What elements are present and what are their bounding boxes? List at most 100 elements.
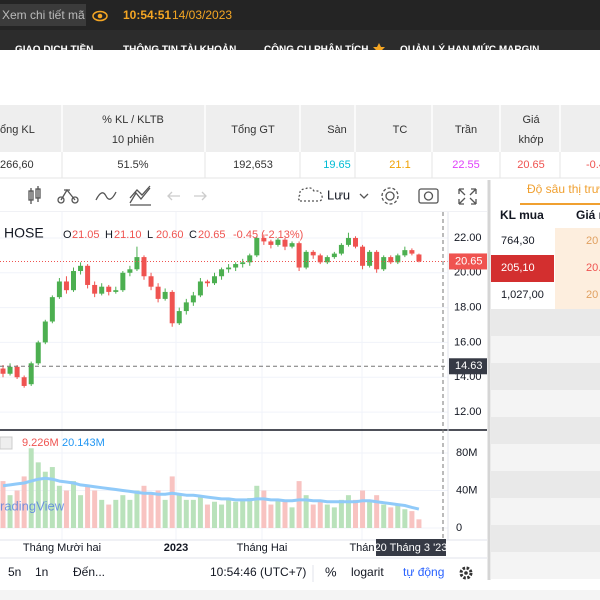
volume-bar [197, 495, 203, 528]
menu-bar [0, 30, 600, 50]
crosshair-time-tag [376, 539, 446, 556]
settings-button[interactable] [381, 187, 399, 205]
percent-button[interactable]: % [325, 564, 337, 579]
x-tick-label: Tháng Hai [237, 542, 288, 554]
candle-body [388, 257, 394, 263]
clock-time: 10:54:51 [123, 8, 171, 22]
x-tick-label: Tháng Mười hai [23, 542, 101, 554]
volume-ma-legend-value: 20.143M [62, 437, 105, 449]
symbol-label: HOSE [4, 225, 44, 241]
candle-body [141, 257, 147, 277]
volume-tick-label: 0 [456, 522, 462, 534]
search-box[interactable] [0, 4, 86, 26]
volume-bar [190, 499, 196, 528]
line-tool-button[interactable] [95, 191, 117, 201]
menu-item[interactable]: GIAO DỊCH TIỀN [15, 43, 93, 56]
volume-bar [247, 497, 253, 528]
volume-bar [28, 448, 34, 528]
candle-body [49, 297, 55, 322]
candle-body [204, 281, 210, 284]
indicator-button[interactable] [57, 188, 79, 204]
volume-bar [338, 499, 344, 528]
volume-bar [78, 495, 84, 528]
volume-bar [99, 499, 105, 528]
candle-body [395, 255, 401, 263]
candle-body [296, 243, 302, 268]
depth-price-cell [555, 255, 600, 282]
candle-body [226, 267, 232, 270]
volume-bar [282, 501, 288, 528]
menu-item[interactable]: QUẢN LÝ HẠN MỨC MARGIN [400, 43, 539, 56]
candle-body [148, 276, 154, 287]
volume-bar [85, 485, 91, 528]
candle-body [303, 251, 309, 268]
volume-bar [303, 495, 309, 528]
candle-body [120, 272, 126, 291]
column-header: Tổng GT [231, 124, 275, 136]
goto-button[interactable]: Đến... [73, 565, 105, 579]
volume-bar [353, 499, 358, 528]
legend-value: 21.10 [114, 229, 142, 241]
menu-item[interactable]: THÔNG TIN TÀI KHOẢN [123, 43, 236, 56]
volume-bar [402, 509, 408, 528]
depth-empty-row [491, 471, 600, 498]
candle-body [134, 257, 140, 270]
menu-item[interactable]: CÔNG CỤ PHÂN TÍCH [264, 43, 368, 56]
search-placeholder[interactable]: Xem chi tiết mã [2, 8, 85, 22]
candle-body [78, 265, 84, 272]
cell: -0.4 [586, 159, 600, 171]
volume-bar [261, 490, 267, 528]
log-button[interactable]: logarit [351, 565, 384, 579]
depth-price: 20 [586, 235, 598, 247]
candle-body [324, 257, 330, 263]
crosshair-price-label: 14.63 [455, 360, 483, 372]
candle-body [113, 290, 119, 292]
candle-body [233, 264, 239, 268]
depth-tab[interactable]: Độ sâu thị trườ [527, 182, 600, 196]
column-header: khớp [519, 134, 544, 146]
volume-bar [169, 476, 175, 528]
cloud-icon[interactable] [297, 187, 323, 202]
volume-bar [345, 495, 351, 528]
volume-bar [56, 485, 62, 528]
screenshot-button[interactable] [418, 188, 439, 204]
candle-body [212, 276, 217, 284]
depth-empty-row [491, 498, 600, 525]
volume-bar [113, 499, 119, 528]
candle-style-button[interactable] [28, 186, 41, 204]
eye-icon[interactable] [92, 10, 108, 22]
redo-button[interactable] [194, 191, 207, 201]
fullscreen-button[interactable] [458, 188, 477, 205]
save-menu-button[interactable] [359, 193, 369, 199]
depth-empty-row [491, 363, 600, 390]
volume-bar [212, 501, 217, 528]
cell: 22.55 [452, 159, 480, 171]
column-header: TC [393, 124, 408, 136]
chart-settings-button[interactable] [459, 566, 473, 580]
volume-bar [219, 504, 225, 528]
compare-button[interactable] [129, 185, 151, 206]
volume-bar [254, 485, 260, 528]
undo-button[interactable] [167, 191, 180, 201]
range-button[interactable]: 5n [8, 565, 21, 579]
candle-body [402, 250, 408, 256]
candle-body [268, 241, 274, 245]
volume-bar [409, 511, 415, 528]
volume-bar [183, 499, 189, 528]
auto-button[interactable]: tự động [403, 565, 444, 579]
clock: 10:54:46 (UTC+7) [210, 565, 306, 579]
depth-price: 20 [586, 289, 598, 301]
volume-bar [289, 507, 295, 528]
save-button[interactable]: Lưu [327, 187, 350, 202]
volume-bar [148, 492, 154, 528]
volume-bar [106, 504, 112, 528]
toolbar: Lưu [28, 185, 477, 206]
volume-legend-icon [0, 436, 13, 450]
candle-body [310, 251, 316, 256]
legend-value: 20.60 [156, 229, 184, 241]
range-button[interactable]: 1n [35, 565, 48, 579]
volume-bar [374, 495, 380, 528]
volume-bar [71, 481, 76, 528]
candle-body [21, 377, 27, 386]
